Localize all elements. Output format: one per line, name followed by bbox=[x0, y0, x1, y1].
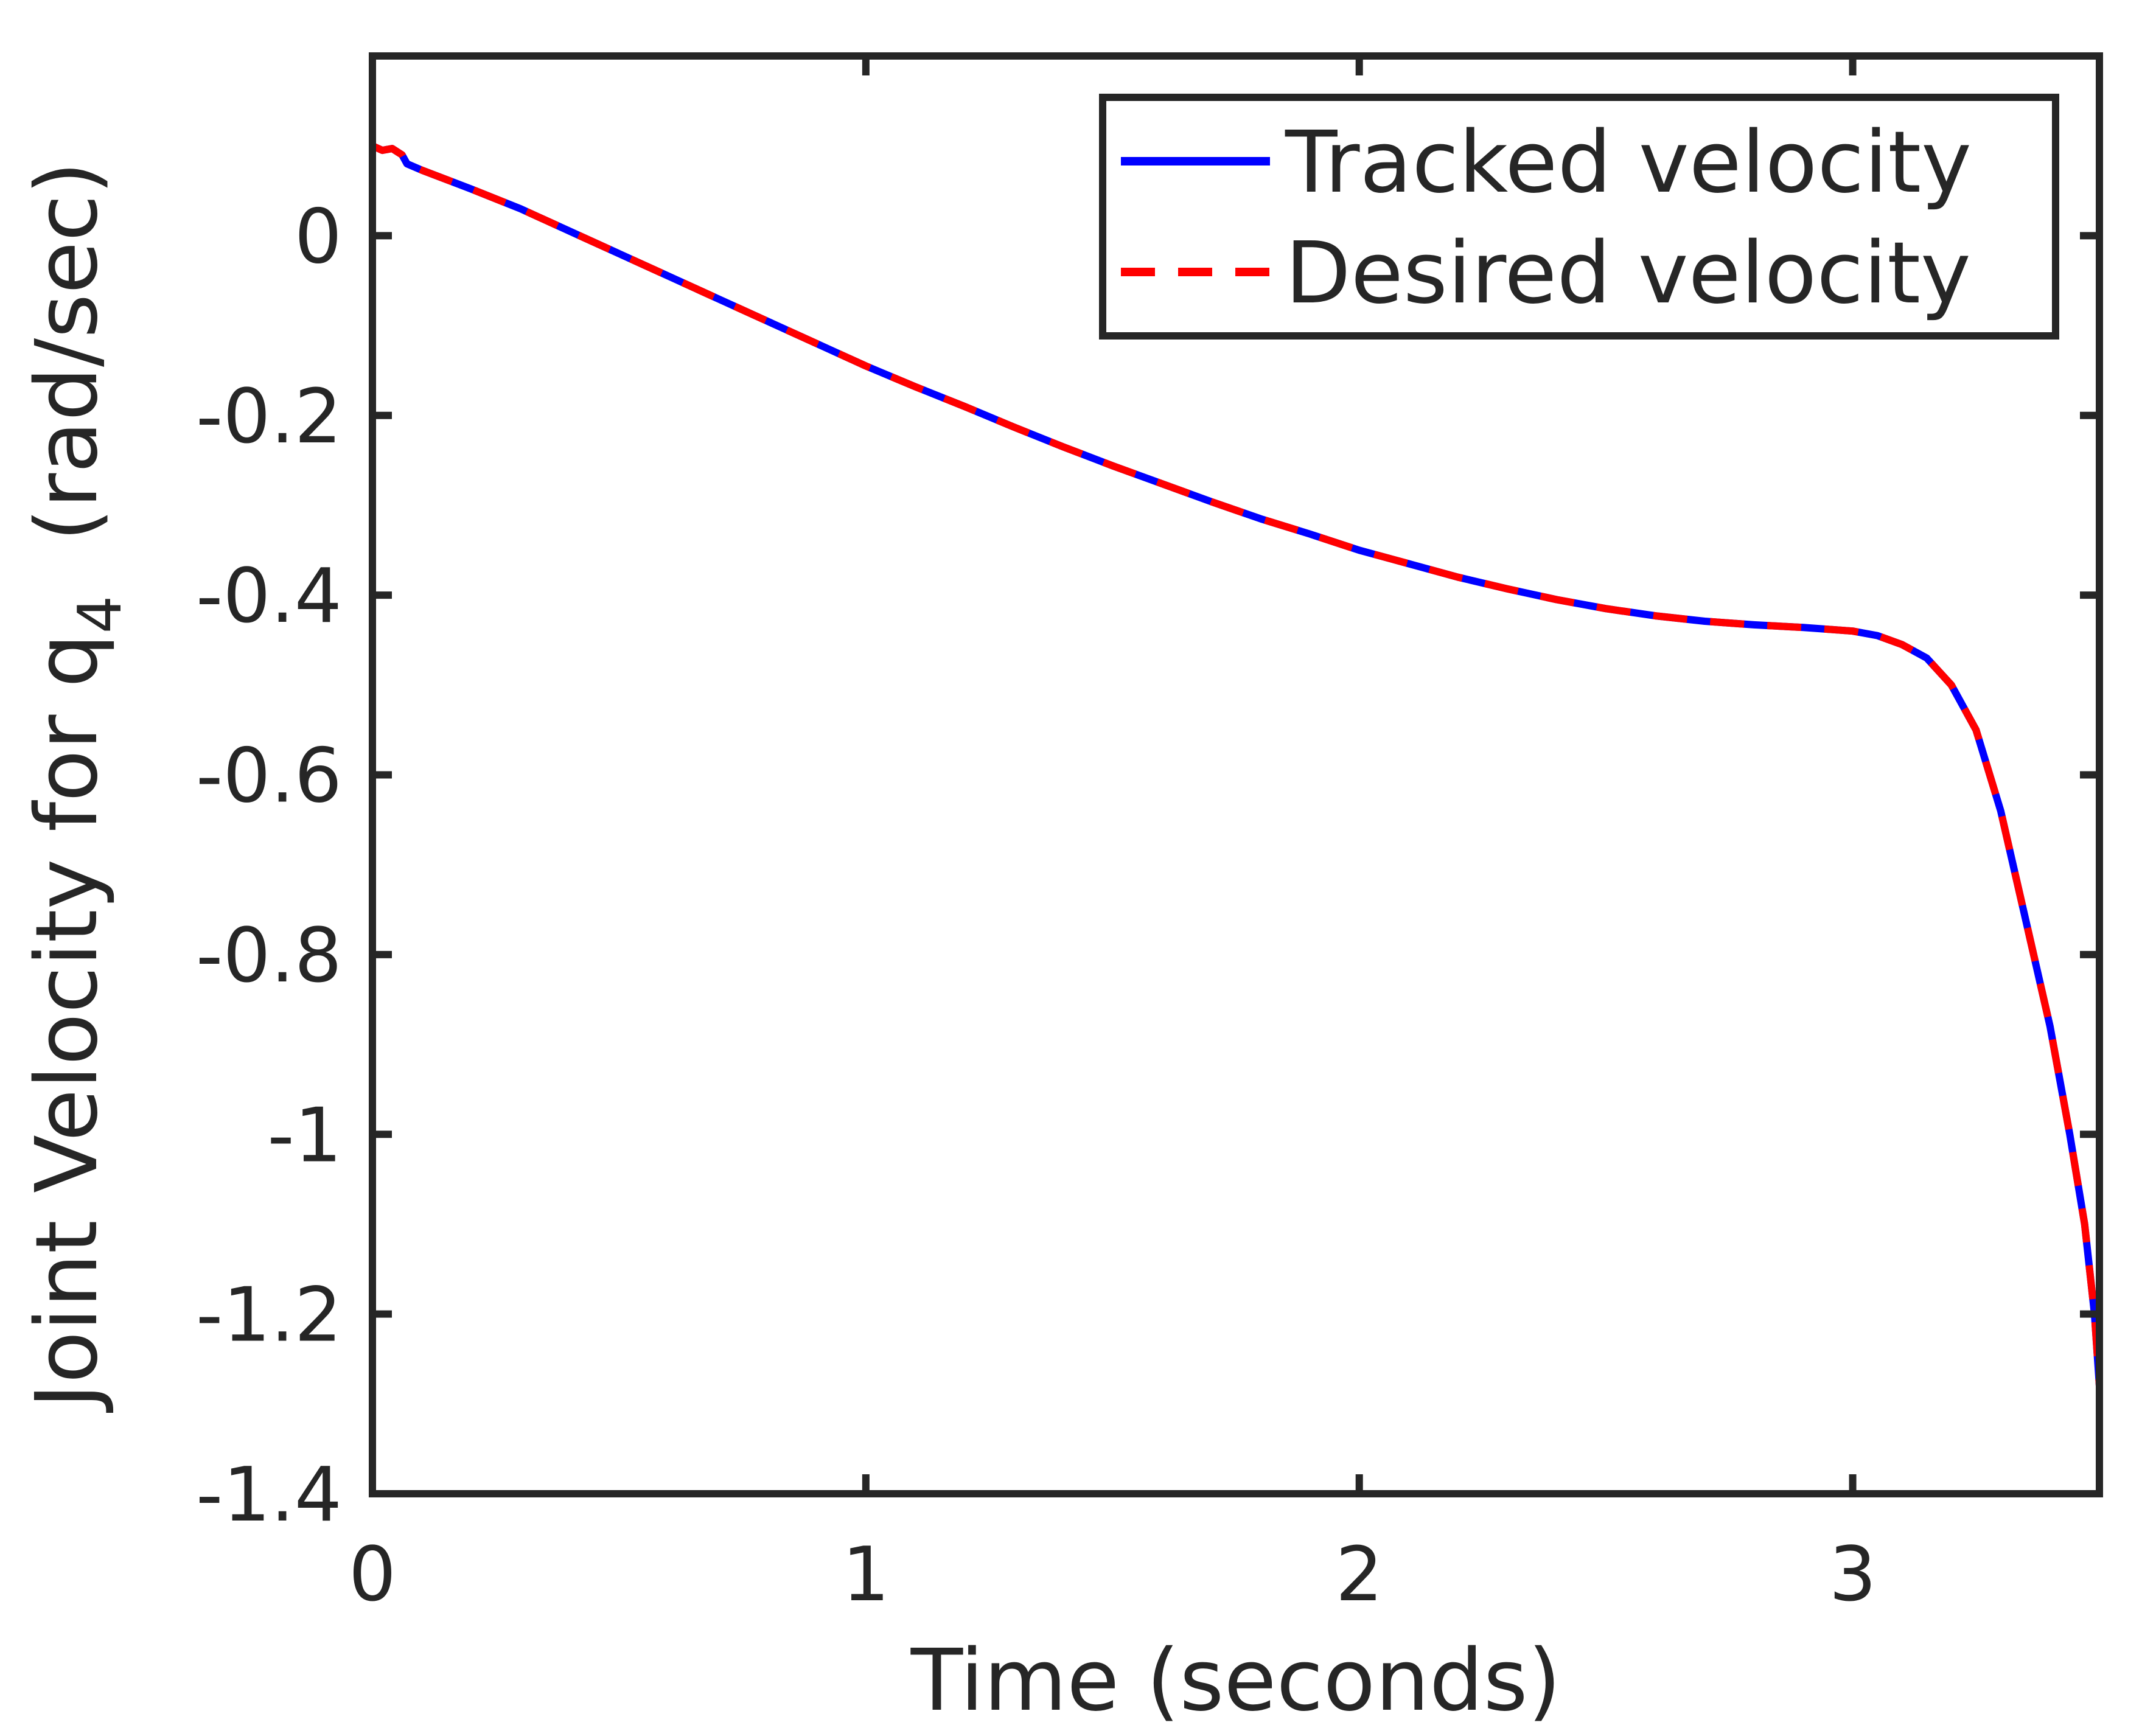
x-tick-label: 2 bbox=[1336, 1531, 1383, 1618]
y-tick-label: -0.8 bbox=[196, 913, 342, 1000]
y-tick-label: -1.2 bbox=[196, 1272, 342, 1359]
y-tick-label: 0 bbox=[295, 193, 342, 280]
x-axis-label: Time (seconds) bbox=[910, 1631, 1561, 1725]
legend-label-tracked-velocity: Tracked velocity bbox=[1285, 113, 1972, 212]
x-tick-label: 3 bbox=[1829, 1531, 1876, 1618]
series-line-desired-velocity bbox=[372, 142, 2099, 1387]
y-axis-label-units: (rad/sec) bbox=[18, 161, 117, 596]
y-tick-label: -1.4 bbox=[196, 1452, 342, 1539]
y-tick-label: -0.4 bbox=[196, 553, 342, 640]
y-axis-label: Joint Velocity for q4 (rad/sec) bbox=[18, 161, 135, 1413]
y-axis-label-main: Joint Velocity for q bbox=[18, 633, 117, 1413]
y-axis-label-subscript: 4 bbox=[66, 596, 135, 633]
x-tick-label: 1 bbox=[842, 1531, 890, 1618]
legend-label-desired-velocity: Desired velocity bbox=[1285, 224, 1971, 323]
x-tick-label: 0 bbox=[349, 1531, 396, 1618]
y-tick-label: -1 bbox=[267, 1092, 342, 1179]
legend-box bbox=[1099, 94, 2059, 340]
y-tick-label: -0.6 bbox=[196, 733, 342, 820]
y-tick-label: -0.2 bbox=[196, 374, 342, 461]
